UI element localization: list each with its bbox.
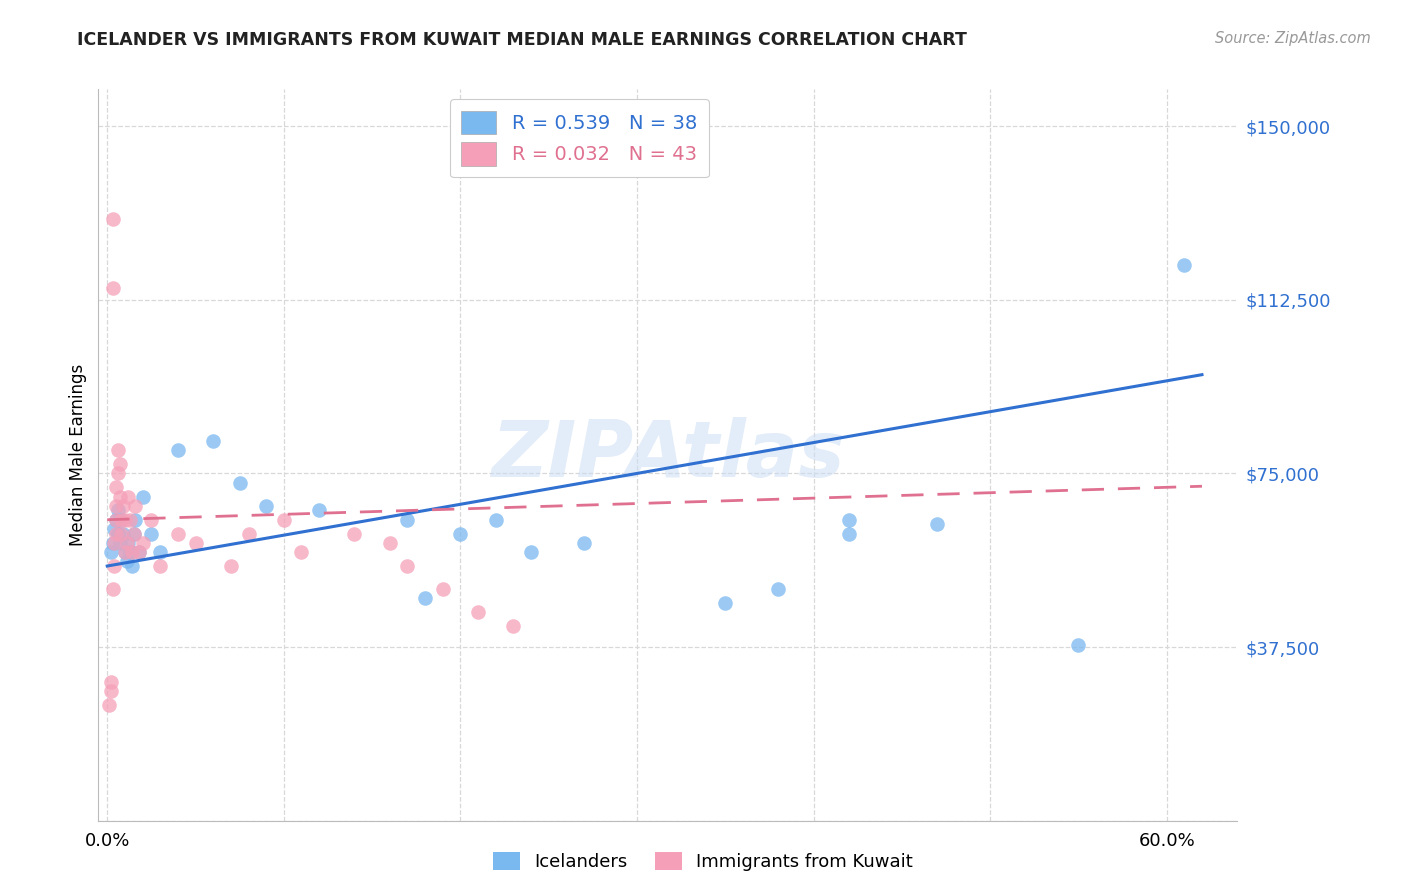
Point [396,559,419,574]
Point [124,499,146,513]
Point [107,467,129,481]
Point [413,591,436,606]
Point [128,545,150,559]
Point [101,536,124,550]
Point [112,499,135,513]
Point [927,517,949,532]
Point [202,434,225,448]
Point [396,513,419,527]
Y-axis label: Median Male Earnings: Median Male Earnings [69,364,87,546]
Point [121,559,143,574]
Point [110,513,132,527]
Point [122,526,145,541]
Point [572,536,595,550]
Point [101,582,124,597]
Point [485,513,508,527]
Point [114,513,136,527]
Point [128,545,150,559]
Point [432,582,454,597]
Point [110,513,132,527]
Point [108,536,131,550]
Text: ZIPAtlas: ZIPAtlas [491,417,845,493]
Point [502,619,524,633]
Point [105,513,128,527]
Point [714,596,737,610]
Point [107,526,129,541]
Text: ICELANDER VS IMMIGRANTS FROM KUWAIT MEDIAN MALE EARNINGS CORRELATION CHART: ICELANDER VS IMMIGRANTS FROM KUWAIT MEDI… [77,31,967,49]
Point [1067,638,1090,652]
Point [114,545,136,559]
Point [141,526,163,541]
Point [254,499,277,513]
Point [343,526,366,541]
Legend: Icelanders, Immigrants from Kuwait: Icelanders, Immigrants from Kuwait [485,845,921,879]
Point [112,526,135,541]
Point [219,559,242,574]
Point [766,582,789,597]
Text: Source: ZipAtlas.com: Source: ZipAtlas.com [1215,31,1371,46]
Point [308,503,330,517]
Point [100,674,122,689]
Point [101,211,124,226]
Point [449,526,471,541]
Point [117,490,139,504]
Point [103,536,125,550]
Point [122,526,145,541]
Point [838,526,860,541]
Legend: R = 0.539   N = 38, R = 0.032   N = 43: R = 0.539 N = 38, R = 0.032 N = 43 [450,99,709,178]
Point [115,554,138,568]
Point [105,513,128,527]
Point [105,480,128,494]
Point [108,490,131,504]
Point [167,443,190,458]
Point [273,513,295,527]
Point [114,545,136,559]
Point [149,559,172,574]
Point [184,536,207,550]
Point [101,281,124,295]
Point [121,545,143,559]
Point [124,513,146,527]
Point [105,499,128,513]
Point [120,513,142,527]
Point [115,536,138,550]
Point [1173,258,1195,272]
Point [141,513,163,527]
Point [228,475,250,490]
Point [290,545,312,559]
Point [149,545,172,559]
Point [98,698,121,712]
Point [467,605,489,619]
Point [100,684,122,698]
Point [103,559,125,574]
Point [131,490,153,504]
Point [107,443,129,458]
Point [107,503,129,517]
Point [105,526,128,541]
Point [520,545,543,559]
Point [117,536,139,550]
Point [110,526,132,541]
Point [108,457,131,471]
Point [167,526,190,541]
Point [103,522,125,536]
Point [238,526,260,541]
Point [120,545,142,559]
Point [378,536,401,550]
Point [838,513,860,527]
Point [131,536,153,550]
Point [100,545,122,559]
